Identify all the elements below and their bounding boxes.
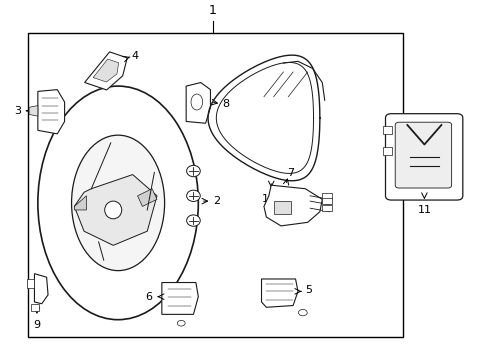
Text: 4: 4 bbox=[131, 51, 139, 61]
Text: 10: 10 bbox=[261, 194, 275, 204]
Polygon shape bbox=[186, 82, 210, 123]
Text: 6: 6 bbox=[145, 292, 152, 302]
Text: 7: 7 bbox=[286, 168, 294, 178]
Polygon shape bbox=[273, 201, 290, 213]
Polygon shape bbox=[34, 274, 48, 304]
Ellipse shape bbox=[104, 201, 122, 219]
Bar bbox=[322, 193, 331, 199]
Ellipse shape bbox=[186, 165, 200, 177]
Ellipse shape bbox=[191, 94, 202, 110]
Bar bbox=[322, 205, 331, 211]
Polygon shape bbox=[74, 175, 157, 246]
Ellipse shape bbox=[186, 190, 200, 202]
Text: 1: 1 bbox=[208, 4, 216, 17]
Polygon shape bbox=[84, 52, 127, 90]
Text: 5: 5 bbox=[305, 285, 312, 294]
Polygon shape bbox=[264, 185, 322, 226]
Polygon shape bbox=[93, 59, 119, 82]
Ellipse shape bbox=[71, 135, 164, 271]
Polygon shape bbox=[74, 196, 86, 210]
Bar bbox=[27, 279, 34, 288]
Polygon shape bbox=[137, 189, 157, 206]
Bar bbox=[28, 33, 402, 337]
Ellipse shape bbox=[177, 320, 185, 326]
Ellipse shape bbox=[38, 86, 198, 320]
Bar bbox=[382, 147, 391, 155]
FancyBboxPatch shape bbox=[394, 122, 451, 188]
Ellipse shape bbox=[298, 309, 306, 316]
Text: 11: 11 bbox=[417, 204, 430, 215]
Polygon shape bbox=[38, 90, 64, 134]
Polygon shape bbox=[207, 55, 319, 181]
Ellipse shape bbox=[186, 215, 200, 226]
Text: 8: 8 bbox=[222, 99, 229, 109]
FancyBboxPatch shape bbox=[385, 114, 462, 200]
Polygon shape bbox=[261, 279, 297, 307]
Bar bbox=[30, 305, 39, 311]
Bar bbox=[322, 198, 331, 204]
Text: 9: 9 bbox=[33, 320, 41, 330]
Text: 2: 2 bbox=[212, 196, 220, 206]
Text: 3: 3 bbox=[14, 106, 21, 116]
Polygon shape bbox=[29, 105, 38, 116]
Polygon shape bbox=[162, 283, 198, 314]
Bar bbox=[382, 126, 391, 134]
